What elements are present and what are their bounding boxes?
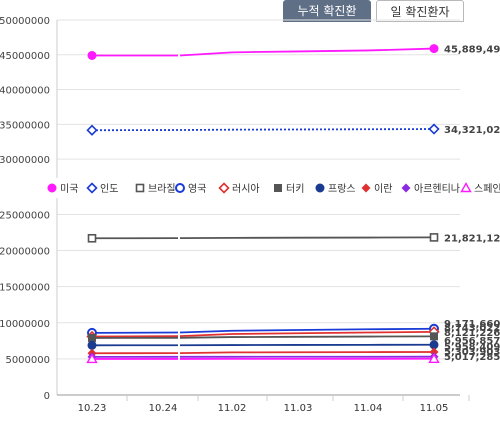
data-label: 45,889,496 xyxy=(444,45,500,56)
series-line xyxy=(179,128,435,131)
series-line xyxy=(179,47,435,57)
data-label: 9,171,660 xyxy=(444,319,500,330)
legend-marker xyxy=(218,182,230,194)
data-point xyxy=(430,332,438,341)
legend-marker xyxy=(460,182,472,193)
data-point xyxy=(428,123,440,135)
legend-marker xyxy=(175,183,185,193)
series-line xyxy=(179,335,435,339)
legend-label: 스페인 xyxy=(474,183,500,195)
data-point xyxy=(86,124,98,136)
data-point xyxy=(87,233,97,243)
y-tick-label: 50000000 xyxy=(0,16,50,27)
legend-marker xyxy=(361,183,371,193)
legend-marker xyxy=(47,183,57,193)
data-point xyxy=(429,44,439,54)
data-label: 8,743,022 xyxy=(444,323,500,334)
legend-label: 미국 xyxy=(60,183,78,195)
y-tick-label: 40000000 xyxy=(0,86,50,97)
series-line xyxy=(179,327,435,334)
data-label: 21,821,124 xyxy=(444,233,500,244)
data-label: 8,121,226 xyxy=(444,328,500,339)
x-tick-label: 11.03 xyxy=(284,403,313,414)
legend-marker xyxy=(401,183,411,193)
legend-label: 프랑스 xyxy=(328,183,356,195)
data-point xyxy=(88,333,96,342)
y-tick-label: 35000000 xyxy=(0,120,50,131)
legend-background xyxy=(0,178,500,198)
y-tick-label: 5000000 xyxy=(5,355,50,366)
tab-daily-cases[interactable]: 일 확진환자 xyxy=(376,0,464,22)
data-label: 5,958,409 xyxy=(444,342,500,353)
data-point xyxy=(429,347,439,357)
series-line xyxy=(179,236,435,240)
legend-marker xyxy=(86,182,98,194)
legend-label: 이란 xyxy=(374,183,392,195)
data-label: 5,303,903 xyxy=(444,347,500,358)
y-tick-label: 15000000 xyxy=(0,283,50,294)
data-label: 34,321,025 xyxy=(444,125,500,136)
legend-label: 아르헨티나 xyxy=(414,183,460,195)
data-point xyxy=(87,50,97,60)
x-tick-label: 10.24 xyxy=(149,403,178,414)
data-point xyxy=(429,340,439,350)
legend-label: 인도 xyxy=(100,183,118,195)
data-label: 6,956,857 xyxy=(444,336,500,347)
data-label: 5,017,285 xyxy=(444,352,500,363)
y-tick-label: 10000000 xyxy=(0,319,50,330)
legend-marker xyxy=(135,183,145,193)
x-tick-label: 11.05 xyxy=(420,403,449,414)
x-tick-label: 10.23 xyxy=(78,403,107,414)
view-tabs: 누적 확진환자 일 확진환자 xyxy=(283,0,464,40)
legend-label: 브라질 xyxy=(148,183,176,195)
legend-marker xyxy=(274,184,282,192)
data-point xyxy=(428,352,440,363)
series-line xyxy=(179,351,435,355)
y-tick-label: 45000000 xyxy=(0,51,50,62)
y-tick-label: 30000000 xyxy=(0,155,50,166)
legend-label: 터키 xyxy=(286,183,304,195)
tab-cumulative-cases[interactable]: 누적 확진환자 xyxy=(283,0,371,40)
data-point xyxy=(87,340,97,350)
series-line xyxy=(179,330,435,338)
y-tick-label: 20000000 xyxy=(0,247,50,258)
data-point xyxy=(86,353,98,364)
legend-marker xyxy=(315,183,325,193)
legend-label: 영국 xyxy=(188,183,206,195)
y-tick-label: 0 xyxy=(44,391,50,402)
y-tick-label: 25000000 xyxy=(0,210,50,221)
x-tick-label: 11.02 xyxy=(218,403,247,414)
data-point xyxy=(429,233,439,242)
legend-label: 러시아 xyxy=(232,183,260,195)
x-tick-label: 11.04 xyxy=(354,403,383,414)
